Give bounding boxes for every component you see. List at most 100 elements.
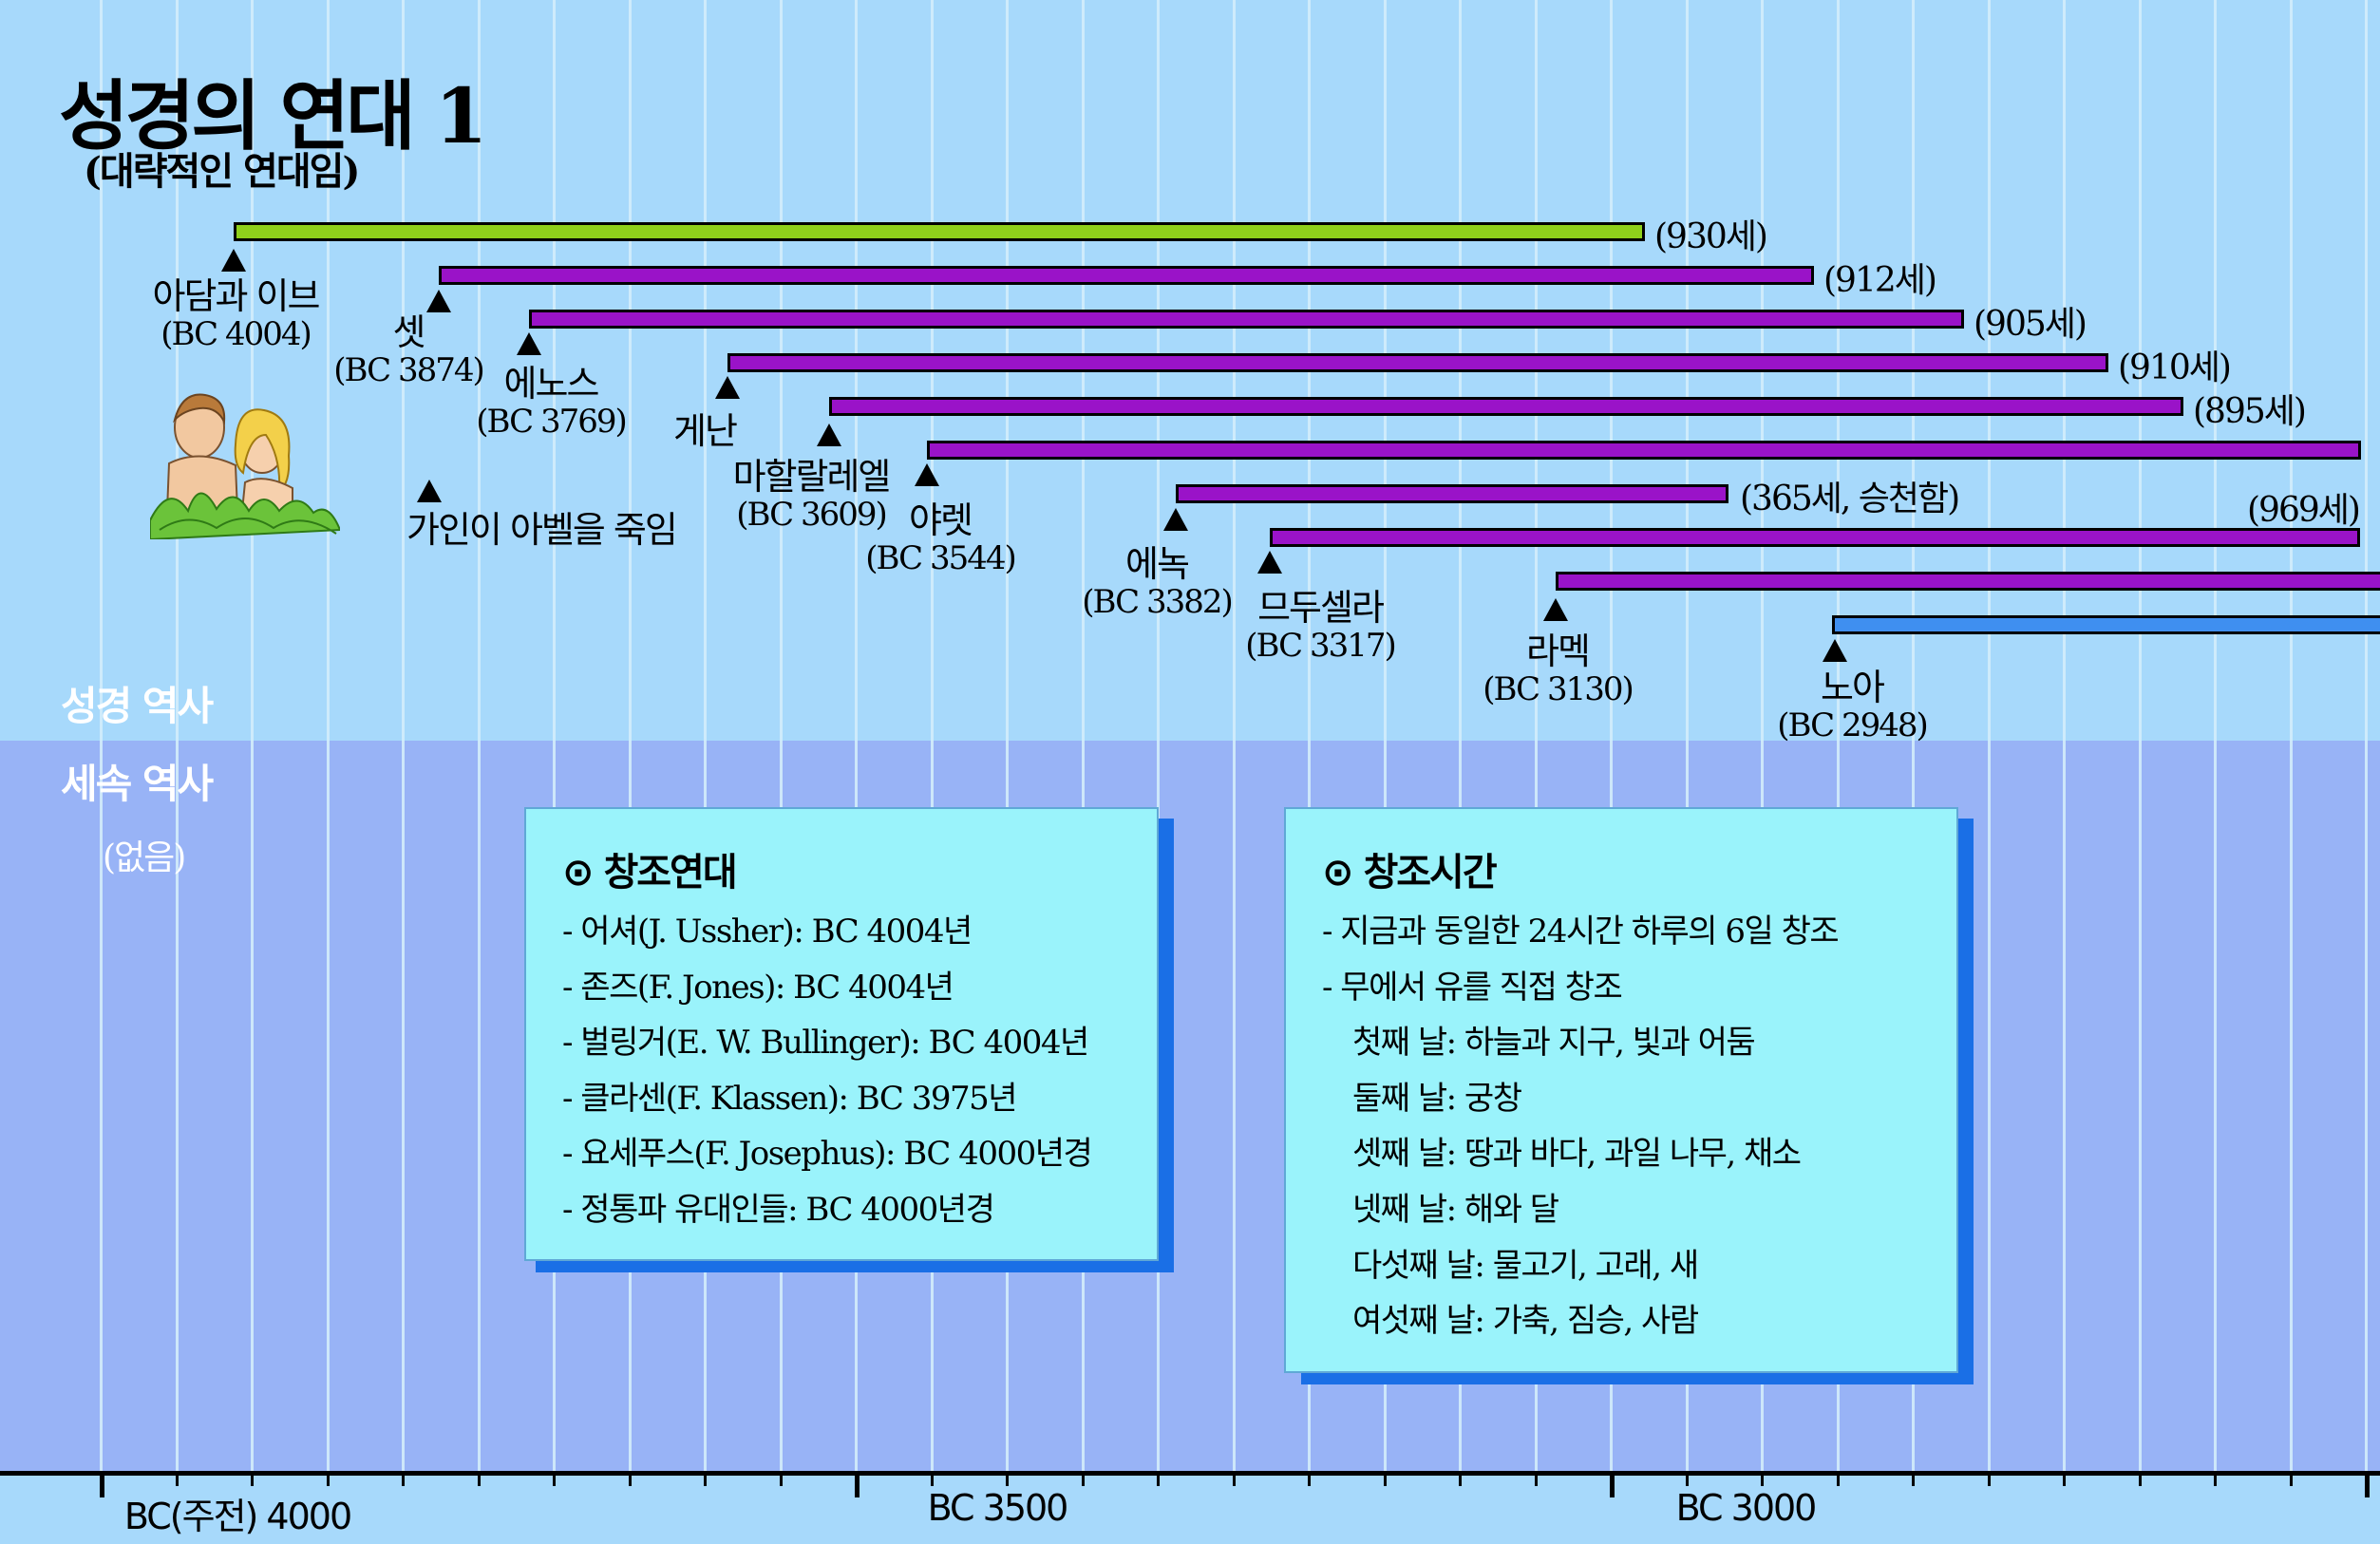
axis-label-3000: BC 3000 <box>1675 1487 1818 1529</box>
page-title: 성경의 연대 1 <box>59 71 487 160</box>
axis-tick <box>2290 1471 2293 1486</box>
axis-tick <box>2139 1471 2142 1486</box>
lifespan-bar-jared <box>927 441 2361 460</box>
adam-eve-illustration <box>150 393 340 539</box>
grid-line <box>629 0 632 1471</box>
axis-tick <box>629 1471 632 1486</box>
axis-tick <box>478 1471 481 1486</box>
axis-tick <box>2214 1471 2217 1486</box>
creation-time-box: ⊙ 창조시간 - 지금과 동일한 24시간 하루의 6일 창조 - 무에서 유를… <box>1284 807 1958 1373</box>
grid-line <box>402 0 405 1471</box>
grid-line <box>553 0 556 1471</box>
axis-tick <box>1610 1471 1615 1497</box>
axis-tick <box>1157 1471 1160 1486</box>
label-adam: 아담과 이브 (BC 4004) <box>153 277 321 353</box>
label-adam-year: (BC 4004) <box>161 315 312 353</box>
creation-dates-box: ⊙ 창조연대 - 어셔(J. Ussher): BC 4004년 - 존즈(F.… <box>524 807 1159 1261</box>
label-lamech-name: 라멕 <box>1526 631 1591 672</box>
grid-line <box>1686 0 1689 1471</box>
axis-tick <box>553 1471 556 1486</box>
grid-line <box>2139 0 2142 1471</box>
grid-line <box>1082 0 1085 1471</box>
grid-line <box>1233 0 1236 1471</box>
page-subtitle: (대략적인 연대임) <box>84 149 360 194</box>
axis-tick <box>1006 1471 1009 1486</box>
age-label-seth: (912세) <box>1823 261 1937 300</box>
axis-tick <box>2063 1471 2066 1486</box>
creation-time-title: ⊙ 창조시간 <box>1322 851 1498 894</box>
label-seth: 셋 (BC 3874) <box>333 313 484 389</box>
axis-tick <box>1535 1471 1538 1486</box>
axis-tick <box>1233 1471 1236 1486</box>
age-label-enoch: (365세, 승천함) <box>1740 480 1960 518</box>
grid-line <box>1535 0 1538 1471</box>
grid-line <box>1459 0 1462 1471</box>
marker-lamech-icon <box>1543 598 1568 621</box>
axis-tick <box>1988 1471 1991 1486</box>
label-jared: 야렛 (BC 3544) <box>865 499 1016 577</box>
lifespan-bar-enoch <box>1176 484 1728 503</box>
label-kenan-name: 게난 <box>673 410 738 452</box>
label-enosh: 에노스 (BC 3769) <box>476 363 627 441</box>
label-jared-name: 야렛 <box>909 499 973 541</box>
label-enosh-year: (BC 3769) <box>476 403 627 441</box>
creation-dates-line: - 요세푸스(F. Josephus): BC 4000년경 <box>562 1135 1093 1174</box>
grid-line <box>855 0 858 1471</box>
creation-dates-title: ⊙ 창조연대 <box>562 851 738 894</box>
marker-methuselah-icon <box>1257 551 1282 574</box>
grid-line <box>2290 0 2293 1471</box>
label-enosh-name: 에노스 <box>503 363 600 405</box>
label-methuselah-year: (BC 3317) <box>1245 627 1396 665</box>
marker-mahalalel-icon <box>817 424 841 446</box>
grid-line <box>1308 0 1311 1471</box>
creation-day-line: 첫째 날: 하늘과 지구, 빛과 어둠 <box>1352 1024 1756 1063</box>
grid-line <box>176 0 179 1471</box>
lifespan-bar-adam <box>234 222 1645 241</box>
creation-day-line: 넷째 날: 해와 달 <box>1352 1190 1559 1229</box>
creation-day-line: 셋째 날: 땅과 바다, 과일 나무, 채소 <box>1352 1135 1802 1174</box>
label-seth-year: (BC 3874) <box>333 351 484 389</box>
axis-tick <box>855 1471 859 1497</box>
creation-dates-line: - 클라센(F. Klassen): BC 3975년 <box>562 1079 1018 1118</box>
age-label-adam: (930세) <box>1654 217 1768 256</box>
axis-tick <box>402 1471 405 1486</box>
axis-label-3500: BC 3500 <box>927 1487 1069 1529</box>
grid-line <box>100 0 103 1471</box>
label-enoch-name: 에녹 <box>1125 543 1190 585</box>
grid-line <box>2214 0 2217 1471</box>
grid-line <box>1384 0 1387 1471</box>
axis-tick <box>1082 1471 1085 1486</box>
axis-tick <box>1459 1471 1462 1486</box>
creation-day-line: 여섯째 날: 가축, 짐승, 사람 <box>1352 1302 1699 1341</box>
age-label-mahalalel: (895세) <box>2193 392 2307 431</box>
age-label-kenan: (910세) <box>2118 348 2232 387</box>
grid-line <box>478 0 481 1471</box>
label-kenan: 게난 <box>673 410 738 452</box>
creation-time-line: - 지금과 동일한 24시간 하루의 6일 창조 <box>1322 913 1840 951</box>
label-lamech-year: (BC 3130) <box>1483 670 1634 708</box>
label-lamech: 라멕 (BC 3130) <box>1483 631 1634 708</box>
lifespan-bar-lamech <box>1556 572 2380 591</box>
creation-day-line: 둘째 날: 궁창 <box>1352 1079 1522 1118</box>
axis-tick <box>1912 1471 1915 1486</box>
label-methuselah: 므두셀라 (BC 3317) <box>1245 589 1396 665</box>
grid-line <box>1837 0 1840 1471</box>
lifespan-bar-mahalalel <box>829 397 2183 416</box>
creation-dates-line: - 벌링거(E. W. Bullinger): BC 4004년 <box>562 1024 1089 1063</box>
marker-adam-icon <box>221 249 246 272</box>
lifespan-bar-seth <box>439 266 1814 285</box>
label-mahalalel: 마할랄레엘 (BC 3609) <box>733 458 892 534</box>
grid-line <box>1610 0 1613 1471</box>
grid-line <box>1761 0 1764 1471</box>
axis-tick <box>251 1471 254 1486</box>
axis-tick <box>780 1471 783 1486</box>
grid-line <box>1006 0 1009 1471</box>
axis-tick <box>1837 1471 1840 1486</box>
axis-label-4000: BC(주전) 4000 <box>123 1496 352 1537</box>
creation-dates-line: - 정통파 유대인들: BC 4000년경 <box>562 1190 995 1229</box>
axis-tick <box>100 1471 104 1497</box>
marker-enoch-icon <box>1163 508 1188 531</box>
secular-none-label: (없음) <box>103 838 186 877</box>
lifespan-bar-enosh <box>529 310 1964 329</box>
